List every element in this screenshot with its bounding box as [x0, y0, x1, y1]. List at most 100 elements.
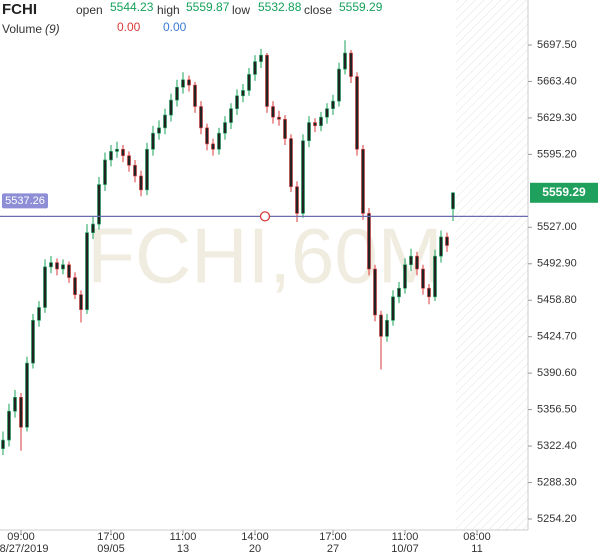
- candle-body: [217, 132, 221, 150]
- candle-body: [169, 99, 173, 116]
- candle-body: [49, 262, 53, 268]
- candle-body: [271, 106, 275, 118]
- low-value: 5532.88: [258, 0, 302, 14]
- low-label: low: [232, 3, 250, 17]
- crosshair-label: 5537.26: [5, 195, 45, 207]
- candle-body: [157, 127, 161, 134]
- candle-body: [73, 277, 77, 295]
- candle-body: [247, 74, 251, 91]
- candle-body: [181, 79, 185, 88]
- candle-body: [109, 151, 113, 161]
- candle-body: [205, 127, 209, 145]
- y-tick-label: 5254.20: [537, 513, 577, 525]
- candle-body: [295, 186, 299, 214]
- candle-body: [133, 164, 137, 177]
- candle-body: [391, 296, 395, 321]
- x-tick-label: 08:00: [463, 531, 491, 543]
- candle-body: [427, 287, 431, 298]
- candle-body: [127, 155, 131, 166]
- candle-body: [313, 122, 317, 127]
- candle-body: [139, 175, 143, 191]
- candle-body: [397, 287, 401, 298]
- x-tick-date: 27: [327, 543, 339, 555]
- symbol: FCHI: [2, 1, 37, 18]
- candle-body: [211, 143, 215, 150]
- candle-body: [379, 314, 383, 337]
- x-tick-date: 10/07: [391, 543, 419, 555]
- candle-body: [403, 264, 407, 289]
- volume-param: (9): [45, 22, 60, 36]
- candle-body: [439, 236, 443, 257]
- x-tick-label: 09:00: [7, 531, 35, 543]
- candle-body: [85, 232, 89, 310]
- candle-body: [445, 236, 449, 246]
- candle-body: [193, 84, 197, 107]
- candle-body: [373, 268, 377, 316]
- candle-body: [319, 116, 323, 127]
- volume-label: Volume: [2, 22, 42, 36]
- candle-body: [187, 79, 191, 86]
- candle-body: [343, 52, 347, 70]
- candle-body: [229, 108, 233, 123]
- candle-body: [325, 108, 329, 118]
- high-label: high: [157, 3, 180, 17]
- candle-body: [145, 148, 149, 191]
- open-value: 5544.23: [110, 0, 154, 14]
- close-value: 5559.29: [339, 0, 383, 14]
- y-tick-label: 5527.00: [537, 221, 577, 233]
- volume-value: 0.00: [163, 20, 187, 34]
- crosshair-marker: [259, 211, 271, 222]
- candle-body: [1, 439, 5, 449]
- candle-body: [67, 264, 71, 278]
- candle-body: [361, 148, 365, 214]
- candle-body: [103, 159, 107, 185]
- candle-body: [121, 148, 125, 156]
- candle-body: [241, 90, 245, 97]
- close-label: close: [304, 3, 332, 17]
- future-area: [456, 0, 528, 530]
- candle-body: [199, 106, 203, 129]
- y-tick-label: 5288.30: [537, 476, 577, 488]
- candle-body: [277, 116, 281, 120]
- y-tick-label: 5697.50: [537, 39, 577, 51]
- y-tick-label: 5595.20: [537, 148, 577, 160]
- candle-body: [433, 255, 437, 298]
- candle-body: [115, 148, 119, 152]
- candle-body: [223, 122, 227, 134]
- candle-body: [409, 255, 413, 266]
- candle-body: [163, 114, 167, 129]
- x-tick-label: 14:00: [241, 531, 269, 543]
- candle-body: [13, 397, 17, 412]
- candle-body: [7, 410, 11, 441]
- candle-body: [31, 320, 35, 364]
- candle-body: [175, 86, 179, 101]
- y-tick-label: 5458.80: [537, 294, 577, 306]
- x-tick-date: 08/27/2019: [0, 543, 49, 555]
- candle-body: [97, 184, 101, 225]
- y-tick-label: 5424.70: [537, 331, 577, 343]
- candle-body: [283, 119, 287, 139]
- crosshair-label-box: [2, 193, 48, 209]
- candle-body: [19, 397, 23, 428]
- candle-body: [43, 266, 47, 308]
- last-price-box: [530, 182, 598, 203]
- x-tick-date: 13: [177, 543, 189, 555]
- y-tick-label: 5322.40: [537, 440, 577, 452]
- x-tick-label: 11:00: [392, 531, 419, 543]
- candle-body: [55, 262, 59, 270]
- watermark: FCHI,60M: [87, 212, 442, 300]
- candle-body: [367, 213, 371, 270]
- candle-body: [337, 68, 341, 102]
- candle-body: [289, 138, 293, 187]
- candle-body: [151, 132, 155, 150]
- candle-body: [265, 54, 269, 107]
- x-tick-date: 20: [249, 543, 261, 555]
- y-tick-label: 5356.50: [537, 404, 577, 416]
- candle-body: [415, 255, 419, 270]
- volume-value: 0.00: [117, 20, 141, 34]
- candle-body: [421, 268, 425, 289]
- candle-body: [385, 320, 389, 337]
- candle-body: [235, 95, 239, 109]
- candle-body: [61, 264, 65, 270]
